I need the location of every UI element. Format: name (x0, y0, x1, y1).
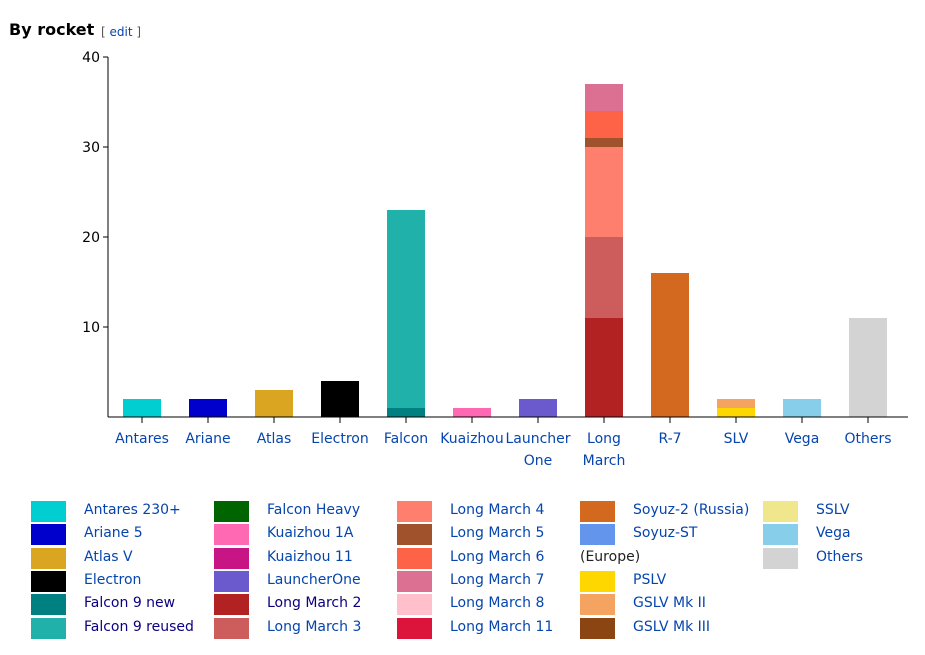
x-tick-label[interactable]: Others (844, 431, 891, 447)
legend-swatch (763, 501, 798, 522)
legend-swatch (397, 501, 432, 522)
legend-swatch (31, 617, 66, 639)
y-tick-label: 10 (82, 320, 100, 336)
legend-swatch (763, 524, 798, 546)
legend-label[interactable]: Falcon 9 new (84, 595, 176, 612)
bar-segment (123, 399, 161, 417)
legend-label[interactable]: GSLV Mk II (633, 595, 706, 612)
legend-swatch (31, 501, 66, 522)
legend-label[interactable]: Soyuz-ST (633, 525, 698, 542)
legend-label[interactable]: Atlas V (84, 548, 133, 565)
legend-label[interactable]: Long March 7 (450, 571, 545, 588)
legend-swatch (580, 594, 615, 616)
legend-label[interactable]: Long March 5 (450, 525, 545, 542)
bar-segment (321, 381, 359, 417)
bar-segment (717, 408, 755, 417)
legend-label[interactable]: Long March 11 (450, 618, 554, 635)
x-tick-label[interactable]: One (524, 453, 553, 469)
x-tick-label[interactable]: Long (587, 431, 621, 447)
legend-label[interactable]: Kuaizhou 1A (267, 525, 354, 542)
bar-segment (585, 318, 623, 417)
bar-segment (387, 408, 425, 417)
legend-swatch (31, 547, 66, 569)
x-tick-label[interactable]: R-7 (658, 431, 681, 447)
x-tick-label[interactable]: Atlas (257, 431, 292, 447)
legend-swatch (397, 570, 432, 592)
edit-link-wrapper: [ edit ] (101, 25, 142, 39)
bar-segment (585, 84, 623, 111)
section-title: By rocket (9, 20, 95, 39)
x-tick-label[interactable]: Ariane (185, 431, 230, 447)
legend-swatch (214, 524, 249, 546)
x-tick-label[interactable]: March (583, 453, 626, 469)
bar-segment (453, 408, 491, 417)
legend-swatch (580, 617, 615, 639)
legend-swatch (214, 547, 249, 569)
legend-swatch (31, 524, 66, 546)
legend-swatch (214, 617, 249, 639)
x-tick-label[interactable]: Launcher (505, 431, 570, 447)
legend-swatch (397, 594, 432, 616)
y-tick-label: 30 (82, 140, 100, 156)
x-tick-label[interactable]: Kuaizhou (440, 431, 504, 447)
legend-label[interactable]: SSLV (816, 502, 850, 518)
bar-segment (585, 138, 623, 147)
legend-swatch (580, 501, 615, 522)
legend-label[interactable]: GSLV Mk III (633, 618, 711, 635)
legend-label[interactable]: Others (816, 548, 864, 565)
bar-segment (651, 273, 689, 417)
bar-segment (387, 210, 425, 408)
legend-swatch (397, 617, 432, 639)
legend-label[interactable]: Falcon 9 reused (84, 618, 194, 635)
legend-label[interactable]: Long March 4 (450, 502, 545, 518)
y-tick-label: 40 (82, 50, 100, 66)
legend-swatch (31, 594, 66, 616)
x-tick-label[interactable]: Electron (311, 431, 368, 447)
legend-swatch (580, 524, 615, 546)
edit-link[interactable]: edit (109, 25, 133, 39)
bar-segment (585, 147, 623, 237)
legend-swatch (214, 594, 249, 616)
legend-swatch (214, 501, 249, 522)
bar-segment (849, 318, 887, 417)
x-tick-label[interactable]: Antares (115, 431, 169, 447)
x-tick-label[interactable]: SLV (724, 431, 749, 447)
legend-label[interactable]: Electron (84, 571, 142, 588)
bar-segment (585, 111, 623, 138)
legend-label[interactable]: Long March 8 (450, 595, 545, 612)
x-tick-label[interactable]: Falcon (384, 431, 428, 447)
y-tick-label: 20 (82, 230, 100, 246)
legend-label[interactable]: Soyuz-2 (Russia) (633, 502, 750, 518)
legend-label-suffix: (Europe) (580, 548, 641, 565)
legend-label[interactable]: Long March 3 (267, 618, 362, 635)
legend-swatch (763, 547, 798, 569)
bar-chart: Antares Ariane Atlas Electron Falcon Kuaizhou… (82, 50, 908, 469)
legend-swatch (397, 547, 432, 569)
legend-label[interactable]: Falcon Heavy (267, 502, 361, 518)
legend-label[interactable]: Long March 6 (450, 548, 545, 565)
legend-label[interactable]: PSLV (633, 571, 667, 588)
bar-segment (717, 399, 755, 408)
legend-label[interactable]: Ariane 5 (84, 525, 143, 542)
bar-segment (255, 390, 293, 417)
bar-segment (519, 399, 557, 417)
legend-swatch (214, 570, 249, 592)
x-tick-label[interactable]: Vega (785, 431, 820, 447)
legend-label[interactable]: LauncherOne (267, 571, 361, 588)
legend-label[interactable]: Antares 230+ (84, 502, 181, 518)
legend-swatch (397, 524, 432, 546)
legend-label[interactable]: Kuaizhou 11 (267, 548, 353, 565)
bar-segment (783, 399, 821, 417)
legend-label[interactable]: Long March 2 (267, 595, 362, 612)
bar-segment (189, 399, 227, 417)
legend-label[interactable]: Vega (816, 525, 851, 542)
legend-swatch (580, 570, 615, 592)
bar-segment (585, 237, 623, 318)
legend-swatch (31, 570, 66, 592)
